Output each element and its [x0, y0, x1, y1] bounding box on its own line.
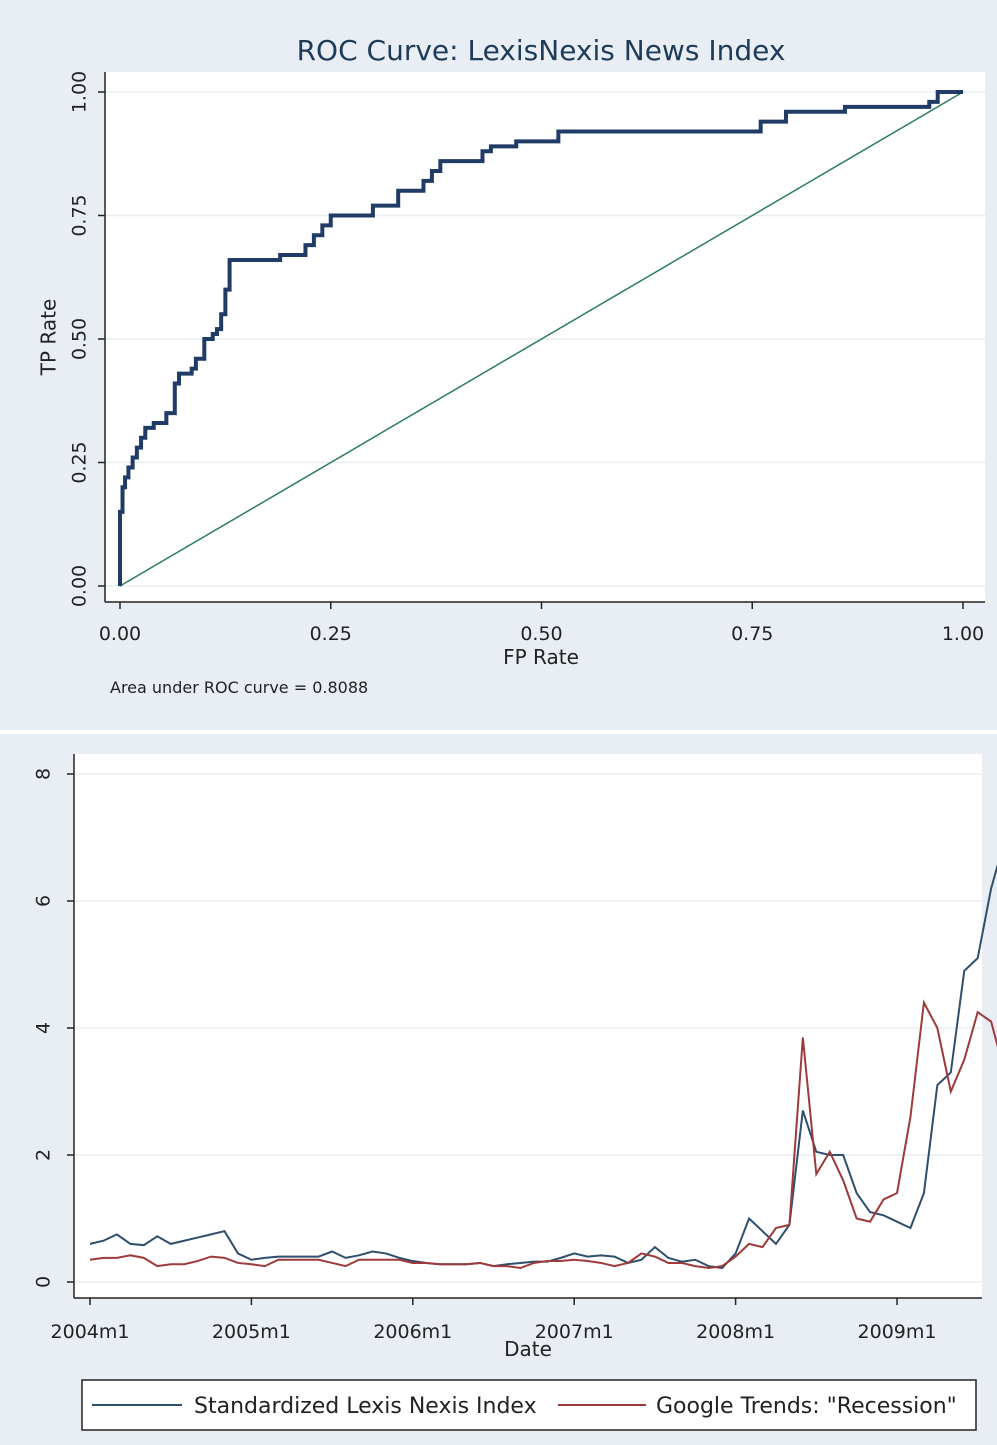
ts-y-tick-label: 8: [33, 768, 55, 780]
roc-x-axis-title: FP Rate: [503, 645, 579, 669]
roc-auc-note: Area under ROC curve = 0.8088: [110, 678, 368, 697]
roc-y-tick-label: 0.00: [69, 565, 91, 607]
ts-line-lexis-nexis: [89, 863, 997, 1270]
ts-x-tick-label: 2005m1: [212, 1321, 291, 1343]
ts-line-google-trends: [89, 999, 997, 1270]
ts-x-tick-label: 2006m1: [373, 1321, 452, 1343]
roc-x-tick-label: 0.25: [310, 623, 352, 645]
ts-x-tick-label: 2004m1: [51, 1321, 130, 1343]
ts-y-tick-label: 2: [33, 1149, 55, 1161]
ts-y-tick-label: 4: [33, 1022, 55, 1034]
roc-x-tick-label: 0.50: [520, 623, 562, 645]
roc-chart-title: ROC Curve: LexisNexis News Index: [297, 34, 786, 67]
ts-x-tick-label: 2008m1: [696, 1321, 775, 1343]
ts-y-tick-label: 0: [33, 1276, 55, 1288]
timeseries-chart: 0 2 4 6 8 2004m1 2005m1 2006m1 2007m1 2008m1 2009m…: [33, 754, 997, 1431]
roc-y-tick-label: 0.75: [69, 194, 91, 236]
ts-y-tick-label: 6: [33, 895, 55, 907]
timeseries-chart-panel: 0 2 4 6 8 2004m1 2005m1 2006m1 2007m1 2008m1 2009m…: [0, 734, 997, 1445]
ts-legend-label-lexis: Standardized Lexis Nexis Index: [194, 1394, 537, 1419]
roc-reference-line: [119, 91, 964, 587]
ts-legend-label-google: Google Trends: "Recession": [656, 1394, 957, 1419]
roc-chart-panel: 0.00 0.25 0.50 0.75 1.00 0.00 0.25 0.50 0.75 1.00…: [0, 0, 997, 730]
roc-x-tick-label: 0.75: [731, 623, 773, 645]
roc-x-tick-label: 0.00: [99, 623, 141, 645]
roc-y-tick-label: 1.00: [69, 71, 91, 113]
roc-x-tick-label: 1.00: [942, 623, 984, 645]
ts-plot-area: [74, 754, 982, 1298]
ts-x-tick-label: 2009m1: [858, 1321, 937, 1343]
roc-y-tick-label: 0.50: [69, 318, 91, 360]
ts-x-tick-label: 2007m1: [535, 1321, 614, 1343]
roc-chart: 0.00 0.25 0.50 0.75 1.00 0.00 0.25 0.50 0.75 1.00…: [37, 34, 985, 697]
ts-legend-box: [81, 1379, 977, 1431]
roc-curve-line: [118, 90, 963, 586]
roc-y-axis-title: TP Rate: [37, 299, 61, 377]
roc-y-tick-label: 0.25: [69, 441, 91, 483]
ts-x-axis-title: Date: [504, 1337, 552, 1361]
